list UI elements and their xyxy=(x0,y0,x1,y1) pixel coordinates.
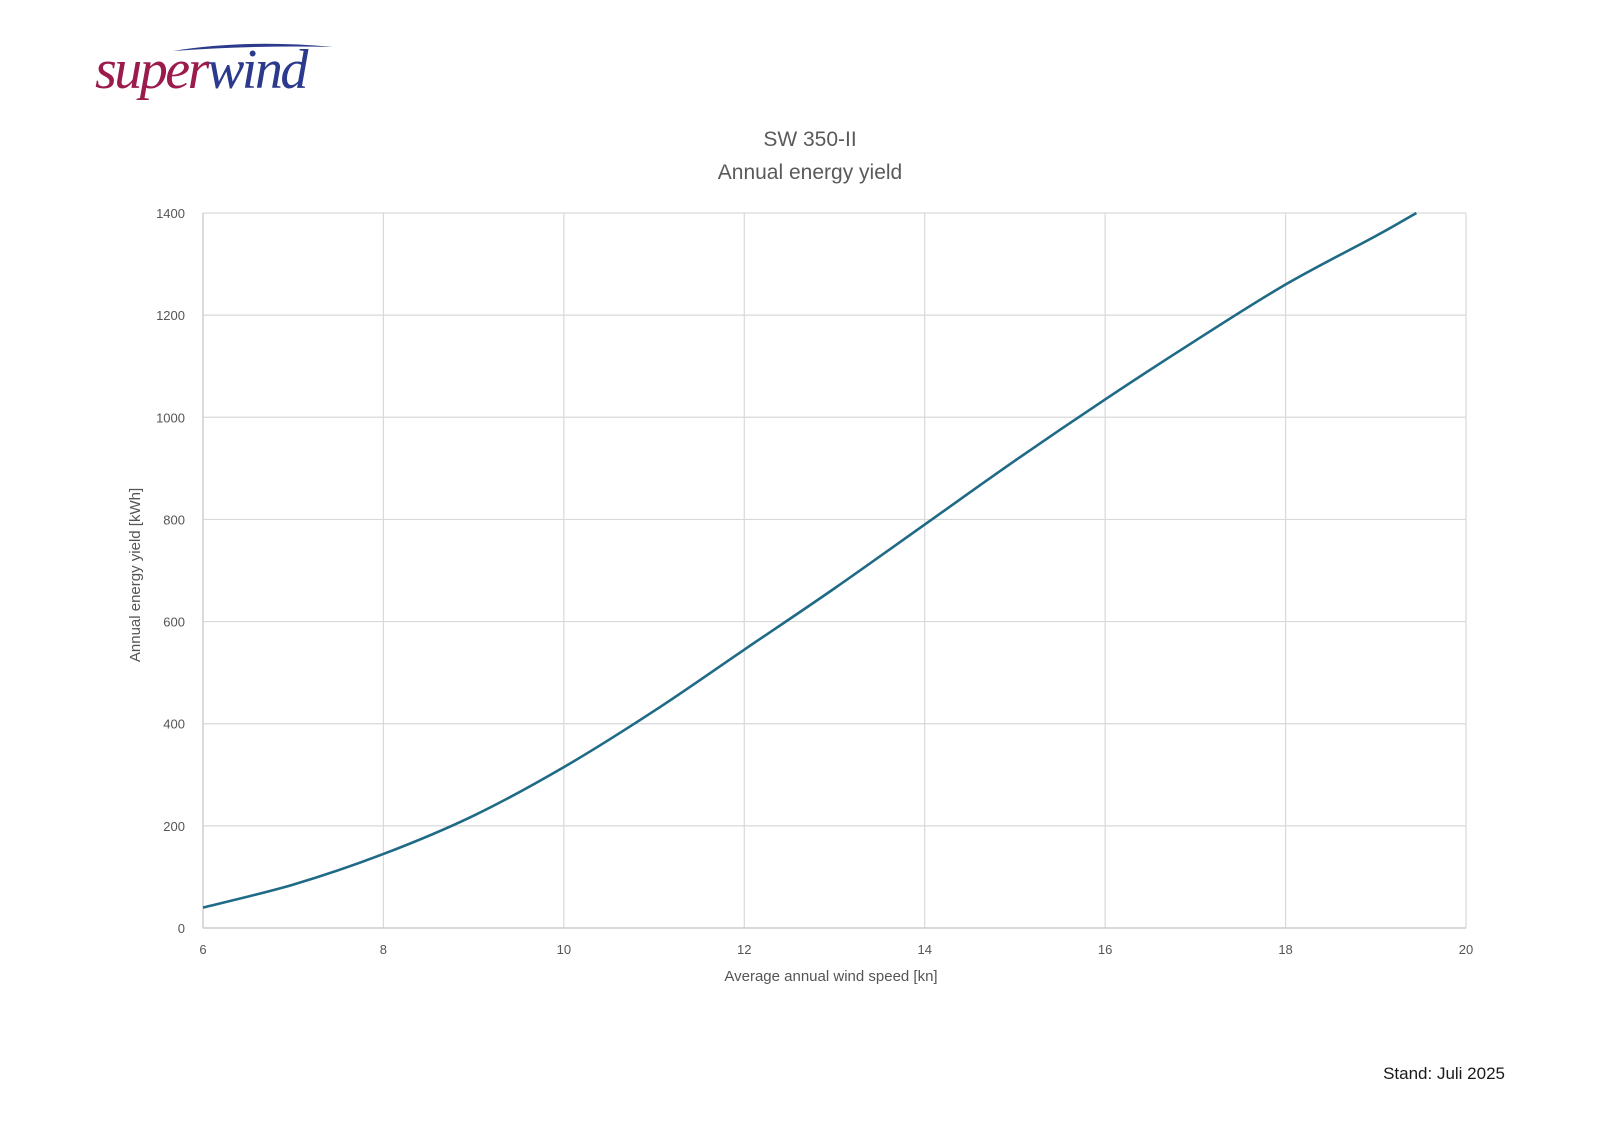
logo-text-super: super xyxy=(95,39,209,101)
x-axis-label: Average annual wind speed [kn] xyxy=(724,968,937,985)
chart-title: SW 350-II xyxy=(763,128,856,151)
footer-date: Stand: Juli 2025 xyxy=(1383,1064,1505,1083)
y-tick-label: 800 xyxy=(163,512,185,527)
x-tick-label: 16 xyxy=(1098,942,1112,957)
chart-series xyxy=(202,211,1418,909)
y-tick-label: 0 xyxy=(178,921,185,936)
x-tick-label: 10 xyxy=(557,942,571,957)
y-axis-label: Annual energy yield [kWh] xyxy=(127,488,144,662)
x-tick-label: 12 xyxy=(737,942,751,957)
x-tick-label: 6 xyxy=(199,942,206,957)
logo-wordmark: superwind xyxy=(95,35,308,105)
x-tick-label: 20 xyxy=(1459,942,1473,957)
chart-subtitle: Annual energy yield xyxy=(718,161,902,184)
x-axis-ticks: 6 8 10 12 14 16 18 20 xyxy=(199,942,1473,957)
logo-swoosh xyxy=(173,43,333,51)
y-tick-label: 400 xyxy=(163,717,185,732)
y-tick-label: 1000 xyxy=(156,410,185,425)
superwind-logo: superwind xyxy=(95,35,345,110)
chart-grid xyxy=(202,212,1467,929)
y-axis-ticks: 0 200 400 600 800 1000 1200 1400 xyxy=(156,206,185,936)
x-tick-label: 14 xyxy=(917,942,931,957)
y-tick-label: 600 xyxy=(163,615,185,630)
y-tick-label: 1200 xyxy=(156,308,185,323)
x-tick-label: 8 xyxy=(380,942,387,957)
series-line xyxy=(202,211,1418,909)
x-tick-label: 18 xyxy=(1278,942,1292,957)
logo-text-wind: wind xyxy=(206,39,308,101)
y-tick-label: 200 xyxy=(163,819,185,834)
y-tick-label: 1400 xyxy=(156,206,185,221)
